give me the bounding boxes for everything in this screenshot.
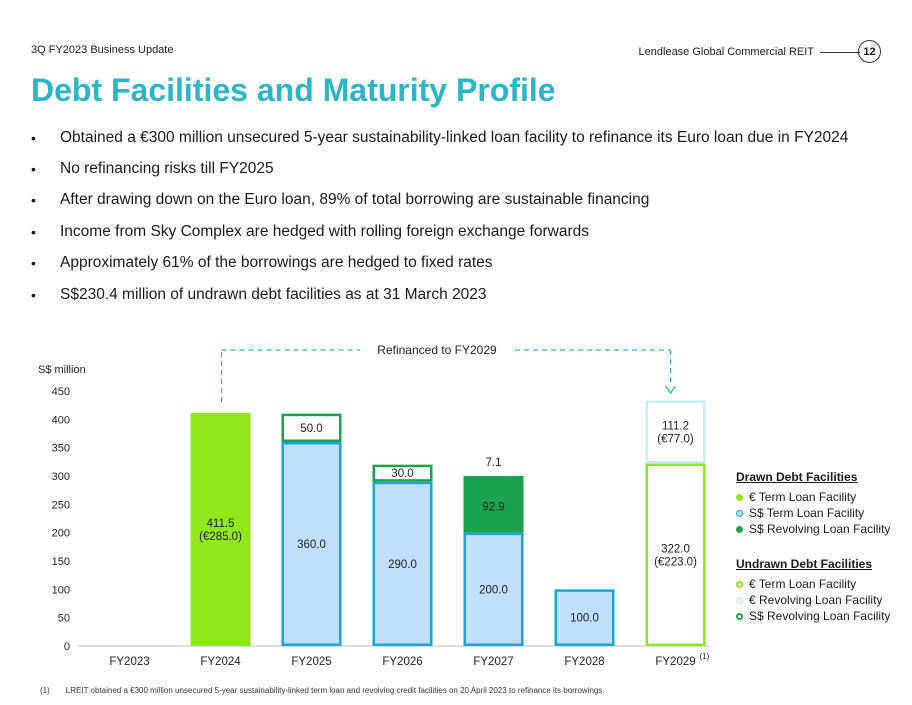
y-tick-label: 200 bbox=[52, 528, 70, 540]
bullet-dot: • bbox=[31, 192, 36, 209]
legend-swatch-icon bbox=[736, 596, 743, 604]
page-title: Debt Facilities and Maturity Profile bbox=[31, 72, 556, 108]
footnote-text: LREIT obtained a €300 million unsecured … bbox=[65, 686, 605, 695]
legend-label: S$ Term Loan Facility bbox=[749, 506, 865, 520]
bar-value-label: 100.0 bbox=[570, 613, 599, 625]
bar-value-label: 360.0 bbox=[297, 539, 326, 551]
chart-legend: Drawn Debt Facilities € Term Loan Facilit… bbox=[736, 470, 890, 624]
bar-value-label: 7.1 bbox=[486, 457, 502, 469]
bullet-dot: • bbox=[31, 129, 36, 146]
x-tick-label: FY2028 bbox=[564, 656, 604, 668]
bullet-text: Income from Sky Complex are hedged with … bbox=[60, 222, 589, 240]
legend-item: € Term Loan Facility bbox=[736, 489, 890, 505]
report-label: 3Q FY2023 Business Update bbox=[31, 44, 174, 56]
legend-item: € Revolving Loan Facility bbox=[736, 592, 890, 608]
y-tick-label: 350 bbox=[52, 443, 70, 455]
legend-label: S$ Revolving Loan Facility bbox=[749, 522, 891, 536]
bar-segment-euro-revolving-undrawn bbox=[645, 400, 706, 464]
x-tick-label: FY2026 bbox=[382, 656, 422, 668]
legend-item: S$ Term Loan Facility bbox=[736, 505, 890, 521]
bar-value-label: (€77.0) bbox=[657, 434, 694, 446]
y-tick-label: 0 bbox=[64, 641, 70, 653]
refinance-arrowhead bbox=[664, 385, 677, 395]
x-tick-label: FY2024 bbox=[200, 656, 241, 668]
bullet-dot: • bbox=[31, 223, 36, 240]
bullet-text: No refinancing risks till FY2025 bbox=[60, 160, 274, 178]
y-tick-label: 150 bbox=[52, 556, 70, 568]
bar-value-label: (€223.0) bbox=[654, 556, 697, 568]
legend-label: € Term Loan Facility bbox=[749, 490, 857, 504]
bar-segment-sgd-term-drawn bbox=[463, 532, 524, 647]
bar-value-label: 30.0 bbox=[391, 468, 413, 480]
bar-segment-sgd-term-drawn bbox=[281, 442, 342, 646]
y-tick-label: 450 bbox=[52, 386, 70, 398]
bar-segment-sgd-revolving-drawn bbox=[463, 480, 524, 533]
legend-label: S$ Revolving Loan Facility bbox=[749, 609, 891, 623]
bar-value-label: 290.0 bbox=[388, 559, 417, 571]
bar-value-label: 111.2 bbox=[662, 421, 689, 433]
legend-swatch-icon bbox=[736, 525, 743, 533]
bar-segment-euro-term-undrawn bbox=[645, 463, 706, 646]
y-tick-label: 100 bbox=[52, 584, 70, 596]
bar-value-label: (€285.0) bbox=[199, 531, 242, 543]
bar-value-label: 200.0 bbox=[479, 584, 508, 596]
bar-value-label: 322.0 bbox=[661, 543, 690, 555]
bar-value-label: 50.0 bbox=[300, 423, 322, 435]
x-tick-label: FY2027 bbox=[473, 656, 513, 668]
debt-maturity-chart: S$ million 0 50 100 150 200 250 300 350 400 450 FY2… bbox=[38, 343, 710, 668]
page-number: 12 bbox=[858, 40, 881, 63]
legend-item: S$ Revolving Loan Facility bbox=[736, 608, 890, 624]
refinance-annotation: Refinanced to FY2029 bbox=[377, 343, 497, 357]
legend-swatch-icon bbox=[736, 580, 743, 588]
bullet-text: After drawing down on the Euro loan, 89%… bbox=[60, 191, 650, 209]
bullet-text: Approximately 61% of the borrowings are … bbox=[60, 254, 493, 272]
bullet-dot: • bbox=[31, 255, 36, 272]
x-tick-label: FY2023 bbox=[109, 656, 149, 668]
bar-segment-sgd-term-drawn bbox=[372, 481, 433, 646]
legend-label: € Revolving Loan Facility bbox=[749, 593, 883, 607]
bullet-item: • Income from Sky Complex are hedged with… bbox=[31, 216, 848, 247]
bullet-item: • After drawing down on the Euro loan, 89… bbox=[31, 185, 848, 216]
legend-swatch-icon bbox=[736, 493, 743, 501]
bullet-item: • No refinancing risks till FY2025 bbox=[31, 153, 848, 184]
bullet-list: • Obtained a €300 million unsecured 5-yea… bbox=[31, 122, 848, 310]
header-divider bbox=[820, 52, 860, 53]
legend-group: Drawn Debt Facilities € Term Loan Facilit… bbox=[736, 470, 890, 537]
bullet-text: S$230.4 million of undrawn debt faciliti… bbox=[60, 285, 487, 303]
bar-value-label: 92.9 bbox=[482, 501, 504, 513]
x-tick-superscript: (1) bbox=[700, 652, 710, 661]
bullet-item: • Obtained a €300 million unsecured 5-yea… bbox=[31, 122, 848, 153]
legend-item: S$ Revolving Loan Facility bbox=[736, 521, 890, 537]
bar-segment-sgd-revolving-undrawn bbox=[463, 476, 524, 481]
bar-segment-sgd-term-drawn bbox=[554, 589, 615, 647]
bullet-text: Obtained a €300 million unsecured 5-year… bbox=[60, 128, 849, 146]
bullet-dot: • bbox=[31, 286, 36, 303]
bar-segment-sgd-revolving-undrawn bbox=[281, 413, 342, 442]
bar-segment-euro-term-drawn bbox=[190, 412, 251, 646]
legend-group-title: Undrawn Debt Facilities bbox=[736, 557, 873, 571]
legend-swatch-icon bbox=[736, 612, 743, 620]
legend-group-title: Drawn Debt Facilities bbox=[736, 470, 858, 484]
y-tick-label: 250 bbox=[52, 499, 70, 511]
legend-swatch-icon bbox=[736, 509, 743, 517]
bullet-item: • Approximately 61% of the borrowings are… bbox=[31, 248, 848, 279]
x-tick-label: FY2029 bbox=[655, 656, 695, 668]
legend-group: Undrawn Debt Facilities € Term Loan Facil… bbox=[736, 557, 890, 624]
y-axis-label: S$ million bbox=[38, 364, 86, 376]
bullet-item: • S$230.4 million of undrawn debt facilit… bbox=[31, 279, 848, 310]
x-tick-label: FY2025 bbox=[291, 656, 331, 668]
bullet-dot: • bbox=[31, 161, 36, 178]
y-tick-label: 50 bbox=[58, 613, 70, 625]
legend-label: € Term Loan Facility bbox=[749, 577, 857, 591]
legend-item: € Term Loan Facility bbox=[736, 576, 890, 592]
company-name: Lendlease Global Commercial REIT bbox=[638, 46, 814, 58]
footnote-marker: (1) bbox=[40, 686, 50, 695]
footnote: (1) LREIT obtained a €300 million unsecur… bbox=[40, 686, 621, 695]
bar-value-label: 411.5 bbox=[207, 518, 235, 530]
y-tick-label: 400 bbox=[52, 414, 70, 426]
bar-segment-sgd-revolving-undrawn bbox=[372, 464, 433, 482]
y-tick-label: 300 bbox=[52, 471, 70, 483]
